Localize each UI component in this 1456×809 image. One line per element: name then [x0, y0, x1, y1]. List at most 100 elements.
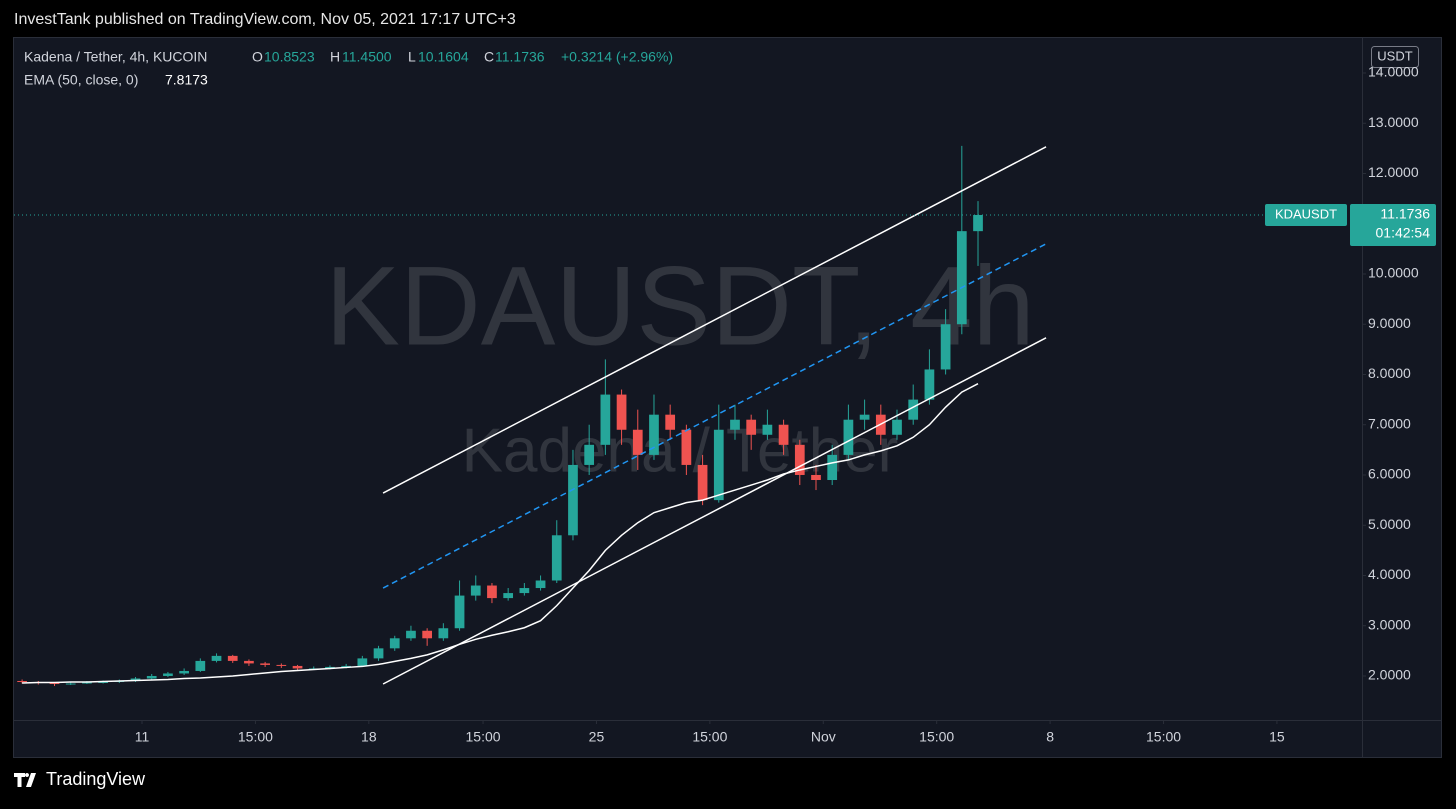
candle-body — [82, 682, 92, 684]
ema-line — [22, 382, 979, 684]
legend-change: +0.3214 (+2.96%) — [561, 49, 673, 65]
candle-body — [568, 464, 578, 536]
x-tick-label: Nov — [811, 729, 836, 745]
candle-body — [406, 630, 416, 639]
chart-panel — [13, 37, 1442, 758]
y-tick-label: 6.0000 — [1368, 466, 1411, 482]
candle-body — [616, 394, 627, 430]
candle-body — [503, 593, 514, 599]
candle-body — [632, 429, 643, 455]
legend-label: H — [330, 49, 340, 65]
candle-body — [17, 681, 27, 683]
indicator-value: 7.8173 — [165, 72, 208, 88]
y-tick-label: 12.0000 — [1368, 164, 1419, 180]
x-tick-label: 15:00 — [1146, 729, 1181, 745]
candle-body — [244, 660, 254, 664]
currency-button[interactable] — [1371, 46, 1419, 68]
candle-body — [454, 595, 465, 629]
candle-body — [438, 628, 449, 639]
x-tick-label: 8 — [1046, 729, 1054, 745]
candle-body — [487, 585, 497, 599]
legend-value: 10.8523 — [264, 49, 315, 65]
brand: TradingView — [14, 769, 146, 789]
trendline — [382, 337, 1047, 685]
y-tick-label: 4.0000 — [1368, 566, 1411, 582]
x-tick-label: 15:00 — [692, 729, 727, 745]
legend-label: L — [408, 49, 416, 65]
watermark: KDAUSDT, 4h Kadena / Tether — [325, 244, 1035, 486]
y-tick-label: 2.0000 — [1368, 667, 1411, 683]
candle-body — [600, 394, 611, 445]
legend-value: 10.1604 — [418, 49, 469, 65]
publisher-line: InvestTank published on TradingView.com,… — [14, 11, 516, 28]
candle-body — [325, 666, 335, 669]
candle-body — [292, 665, 303, 669]
candle-body — [389, 638, 400, 649]
candle-body — [859, 414, 870, 420]
x-tick-label: 15:00 — [238, 729, 273, 745]
trendline — [382, 146, 1047, 494]
trendline — [382, 243, 1047, 589]
y-tick-label: 3.0000 — [1368, 616, 1411, 632]
legend-label: O — [252, 49, 263, 65]
candle-body — [260, 663, 270, 665]
candle-body — [892, 419, 902, 435]
candle-body — [730, 419, 740, 430]
x-tick-label: 15:00 — [466, 729, 501, 745]
symbol-tag — [1265, 204, 1347, 227]
watermark-title: KDAUSDT, 4h — [325, 244, 1035, 369]
x-tick-label: 11 — [135, 729, 150, 745]
candle-body — [551, 535, 562, 581]
candle-body — [681, 429, 692, 465]
candle-body — [422, 630, 433, 639]
indicator-name: EMA (50, close, 0) — [24, 72, 138, 88]
candle-body — [794, 444, 805, 475]
candle-body — [163, 673, 173, 676]
candle-body — [649, 414, 659, 455]
candle-body — [195, 660, 206, 671]
brand-name: TradingView — [46, 769, 146, 789]
legend-value: 11.4500 — [342, 49, 392, 65]
candle-body — [746, 419, 757, 435]
candle-body — [373, 648, 384, 659]
candle-body — [713, 429, 724, 501]
candle-body — [65, 683, 76, 685]
symbol-tag-text: KDAUSDT — [1275, 206, 1337, 221]
watermark-subtitle: Kadena / Tether — [462, 416, 899, 485]
y-tick-label: 8.0000 — [1368, 365, 1411, 381]
countdown-text: 01:42:54 — [1376, 225, 1431, 241]
y-tick-label: 13.0000 — [1368, 114, 1419, 130]
x-tick-label: 15 — [1269, 729, 1285, 745]
candle-body — [276, 664, 287, 666]
candle-body — [811, 474, 821, 481]
symbol-line: Kadena / Tether, 4h, KUCOIN — [24, 49, 207, 65]
candle-body — [956, 231, 967, 325]
candle-body — [227, 655, 238, 661]
y-tick-label: 5.0000 — [1368, 516, 1411, 532]
candle-body — [179, 670, 189, 674]
candle-body — [211, 655, 222, 661]
candle-body — [470, 585, 481, 596]
candle-body — [697, 464, 708, 501]
x-tick-label: 15:00 — [919, 729, 954, 745]
candle-body — [940, 324, 951, 370]
candle-body — [146, 675, 157, 679]
legend-label: C — [484, 49, 494, 65]
y-tick-label: 9.0000 — [1368, 315, 1411, 331]
x-tick-label: 18 — [361, 729, 377, 745]
candle-body — [357, 658, 368, 666]
candle-body — [341, 665, 351, 667]
candle-body — [49, 683, 60, 685]
y-tick-label: 10.0000 — [1368, 265, 1419, 281]
candle-body — [827, 454, 838, 481]
candle-body — [98, 682, 108, 684]
candle-body — [665, 414, 676, 430]
x-tick-label: 25 — [589, 729, 605, 745]
legend-value: 11.1736 — [495, 49, 545, 65]
candle-body — [908, 399, 919, 420]
legend: Kadena / Tether, 4h, KUCOIN O 10.8523 H … — [24, 49, 673, 88]
currency-label: USDT — [1377, 48, 1412, 63]
candle-body — [778, 424, 789, 445]
